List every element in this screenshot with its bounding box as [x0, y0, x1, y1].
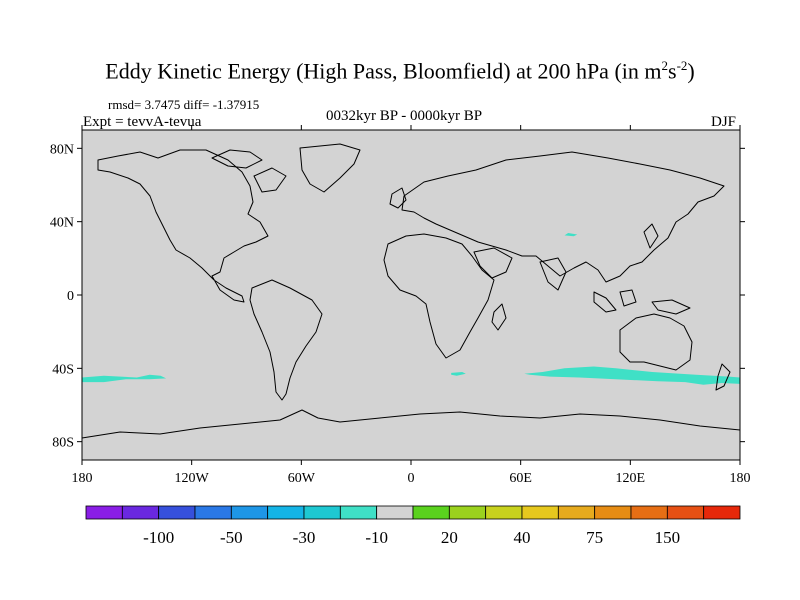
title-sup-2: -2 [676, 58, 688, 73]
colorbar-box [158, 505, 196, 520]
coast-eurasia [401, 151, 725, 283]
coast-australia [619, 313, 693, 371]
chart-title: Eddy Kinetic Energy (High Pass, Bloomfie… [0, 58, 800, 84]
coast-baffin [253, 167, 287, 193]
coast-new-zealand [715, 363, 731, 391]
x-axis: 180 120W 60W 0 60E 120E 180 [72, 125, 751, 486]
anomaly-south-pacific [82, 374, 167, 383]
colorbar-box [303, 505, 341, 520]
colorbar-box [194, 505, 232, 520]
coast-japan [643, 223, 659, 249]
colorbar-box [412, 505, 450, 520]
colorbar-label: -10 [365, 528, 388, 547]
x-tick-label: 60W [288, 471, 316, 486]
colorbar-box [267, 505, 305, 520]
colorbar-label: -50 [220, 528, 243, 547]
title-unit-s: s [668, 58, 677, 84]
title-close: ) [687, 58, 695, 84]
x-tick-label: 0 [408, 471, 415, 486]
map-background [82, 130, 740, 460]
colorbar-label: 40 [514, 528, 531, 547]
coast-arctic-islands [211, 149, 263, 169]
x-tick-label: 180 [72, 471, 93, 486]
colorbar-box [230, 505, 269, 520]
colorbar-box [339, 505, 378, 520]
colorbar-box [376, 505, 414, 520]
experiment-label: Expt = tevvA-tevua [83, 114, 202, 130]
colorbar-box [594, 505, 632, 520]
coast-antarctica [81, 409, 741, 439]
anomaly-indian-pacific [524, 366, 740, 385]
coast-north-america [97, 149, 269, 303]
period-label: 0032kyr BP - 0000kyr BP [326, 108, 483, 124]
colorbar-box [666, 505, 705, 520]
coast-africa [383, 233, 495, 359]
colorbar-label: 20 [441, 528, 458, 547]
colorbar-box [121, 505, 160, 520]
colorbar: -100 -50 -30 -10 20 40 75 150 [85, 505, 741, 547]
y-tick-label: 40S [52, 362, 74, 377]
coast-new-guinea [651, 299, 691, 315]
colorbar-box [85, 505, 123, 520]
x-tick-label: 180 [730, 471, 751, 486]
coast-arabia [473, 247, 513, 279]
y-tick-label: 40N [50, 216, 74, 231]
title-sup-1: 2 [661, 58, 669, 73]
coast-britain [389, 187, 407, 209]
coast-madagascar [491, 303, 507, 331]
coast-borneo [619, 289, 637, 307]
colorbar-box [485, 505, 523, 520]
anomaly-tibet [564, 233, 578, 237]
y-axis: 80N 40N 0 40S 80S [50, 142, 745, 451]
x-tick-label: 120E [616, 471, 646, 486]
stats-text: rmsd= 3.7475 diff= -1.37915 [108, 97, 260, 112]
colorbar-box [703, 505, 741, 520]
x-tick-label: 120W [175, 471, 210, 486]
y-tick-label: 0 [67, 289, 74, 304]
title-text: Eddy Kinetic Energy (High Pass, Bloomfie… [105, 58, 662, 84]
colorbar-box [557, 505, 596, 520]
coast-greenland [299, 143, 361, 193]
colorbar-box [448, 505, 487, 520]
coast-india [539, 257, 567, 291]
coast-south-america [249, 279, 323, 401]
season-label: DJF [711, 114, 737, 130]
y-tick-label: 80S [52, 436, 74, 451]
colorbar-label: 75 [586, 528, 603, 547]
colorbar-label: 150 [655, 528, 681, 547]
x-tick-label: 60E [509, 471, 532, 486]
coast-sumatra [593, 291, 617, 313]
anomaly-regions [82, 233, 740, 385]
coastlines [81, 143, 741, 439]
y-tick-label: 80N [50, 142, 74, 157]
colorbar-box [630, 505, 668, 520]
anomaly-south-atlantic [451, 372, 466, 376]
colorbar-label: -100 [143, 528, 174, 547]
colorbar-label: -30 [293, 528, 316, 547]
colorbar-box [521, 505, 559, 520]
